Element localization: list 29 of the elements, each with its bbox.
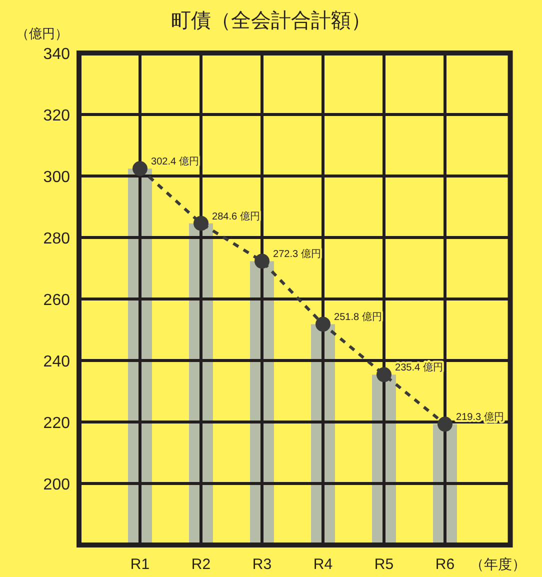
data-label: 302.4 億円 xyxy=(151,156,199,168)
chart-title: 町債（全会計合計額） xyxy=(171,8,371,32)
x-tick-label: R6 xyxy=(435,556,455,573)
x-tick-label: R5 xyxy=(374,556,394,573)
y-tick-label: 200 xyxy=(43,476,70,494)
x-tick-label: R1 xyxy=(130,556,150,573)
y-tick-label: 340 xyxy=(43,46,70,63)
data-label: 251.8 億円 xyxy=(334,311,382,324)
point xyxy=(316,316,330,332)
point xyxy=(132,161,148,176)
data-label: 219.3 億円 xyxy=(456,411,504,424)
data-label: 272.3 億円 xyxy=(273,248,321,260)
data-label: 284.6 億円 xyxy=(212,210,260,222)
x-tick-label: R3 xyxy=(252,556,272,573)
point xyxy=(438,416,452,432)
y-tick-label: 280 xyxy=(43,230,70,248)
x-tick-label: R2 xyxy=(191,556,211,573)
y-axis-title: （億円） xyxy=(16,27,68,42)
data-label: 235.4 億円 xyxy=(395,362,443,374)
point xyxy=(254,254,270,269)
point xyxy=(376,367,392,382)
y-tick-label: 220 xyxy=(43,415,70,432)
y-tick-label: 240 xyxy=(43,354,70,370)
y-tick-label: 260 xyxy=(43,292,70,309)
x-tick-label: R4 xyxy=(313,556,333,573)
point xyxy=(194,216,208,231)
x-axis-title: （年度） xyxy=(470,557,526,573)
y-tick-label: 300 xyxy=(43,169,70,186)
y-tick-label: 320 xyxy=(43,108,70,124)
